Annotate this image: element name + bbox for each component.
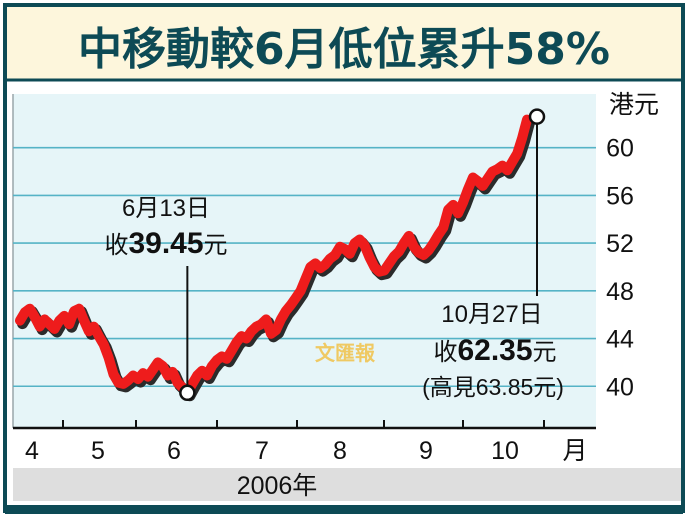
y-tick-label-52: 52 xyxy=(606,230,634,258)
y-tick-label-60: 60 xyxy=(606,135,634,163)
x-tick-labels: 4 5 6 7 8 9 10 xyxy=(25,437,519,465)
low-annotation-date: 6月13日 xyxy=(122,195,210,222)
x-axis-title: 2006年 xyxy=(237,472,318,500)
price-series xyxy=(15,114,535,402)
chart-title: 中移動較6月低位累升58% xyxy=(78,24,610,75)
y-unit-label: 港元 xyxy=(609,91,659,119)
high-annotation-value: 收62.35元 xyxy=(433,334,556,367)
low-point-marker xyxy=(179,384,196,402)
y-tick-label-44: 44 xyxy=(606,326,634,354)
x-tick-label-9: 9 xyxy=(419,437,433,465)
y-tick-label-40: 40 xyxy=(606,373,634,401)
series-line xyxy=(15,114,532,398)
x-unit-label: 月 xyxy=(562,437,587,465)
x-tick-label-6: 6 xyxy=(167,437,181,465)
y-tick-label-56: 56 xyxy=(606,182,634,210)
x-tick-label-4: 4 xyxy=(25,437,39,465)
x-tick-label-5: 5 xyxy=(91,437,105,465)
high-point-marker xyxy=(528,108,546,125)
title-band xyxy=(7,7,681,79)
high-annotation-date: 10月27日 xyxy=(441,301,542,328)
bottom-bar xyxy=(5,505,683,514)
x-tick-label-7: 7 xyxy=(255,437,269,465)
x-ticks xyxy=(62,420,545,428)
footer-band xyxy=(13,468,681,501)
high-annotation-note: (高見63.85元) xyxy=(422,374,564,400)
y-tick-label-48: 48 xyxy=(606,278,634,306)
x-tick-label-8: 8 xyxy=(333,437,347,465)
watermark: 文匯報 xyxy=(315,341,376,365)
x-tick-label-10: 10 xyxy=(491,437,519,465)
y-tick-labels: 40 44 48 52 56 60 xyxy=(606,135,634,402)
annotations: 6月13日 收39.45元 10月27日 收62.35元 (高見63.85元) xyxy=(104,108,564,402)
low-annotation-value: 收39.45元 xyxy=(104,227,227,260)
